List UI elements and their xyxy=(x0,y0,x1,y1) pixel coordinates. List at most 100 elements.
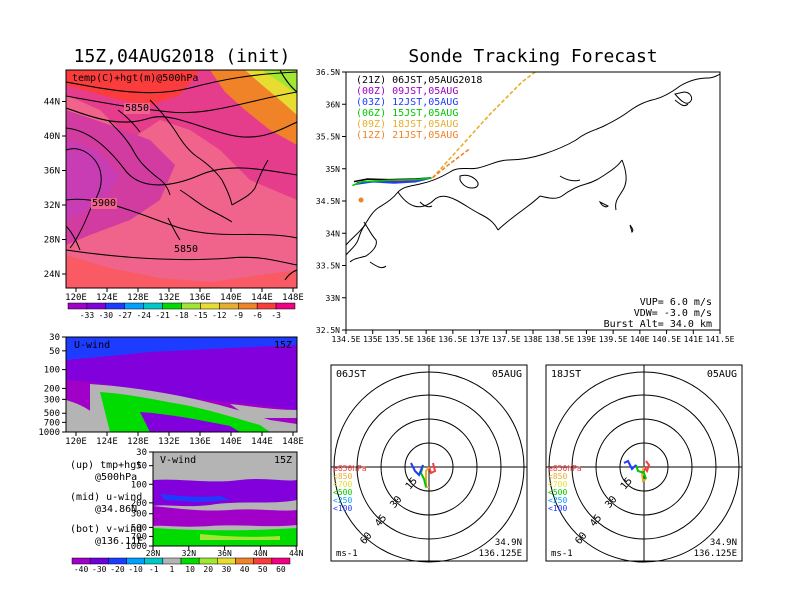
wind-colorbar-swatch xyxy=(71,557,91,565)
track-x-tick-label: 135.5E xyxy=(385,335,414,344)
wind-colorbar-swatch xyxy=(180,557,200,565)
legend-note-line2: @136.11E xyxy=(95,536,143,547)
map-x-tick-label: 140E xyxy=(220,293,242,303)
colorbar-tick-label: -9 xyxy=(233,311,243,320)
map-y-tick-label: 32N xyxy=(44,201,60,211)
map-x-tick-label: 120E xyxy=(65,293,87,303)
pressure-tick-label: 100 xyxy=(131,480,147,490)
pressure-tick-label: 300 xyxy=(131,510,147,520)
legend-note-line2: @34.86N xyxy=(95,504,137,515)
pressure-tick-label: 500 xyxy=(131,523,147,533)
hodograph-time: 06JST xyxy=(336,369,366,380)
vwind-x-tick-label: 32N xyxy=(182,549,197,558)
wind-colorbar-tick-label: -10 xyxy=(128,565,143,574)
hodograph-legend-entry: <500 xyxy=(333,488,352,497)
uwind-x-tick-label: 128E xyxy=(127,437,149,447)
hodograph-legend-entry: <100 xyxy=(548,504,567,513)
track-y-tick-label: 33N xyxy=(326,294,341,303)
colorbar-tick-label: -24 xyxy=(136,311,151,320)
track-x-tick-label: 136.5E xyxy=(438,335,467,344)
pressure-tick-label: 1000 xyxy=(125,542,147,552)
wind-colorbar-swatch xyxy=(198,557,218,565)
launch-legend-entry: (06Z) 15JST,05AUG xyxy=(356,108,458,119)
hodograph-legend-entry: ≥850hPa xyxy=(548,464,582,473)
hodograph-trace xyxy=(410,462,424,477)
map-x-tick-label: 132E xyxy=(158,293,180,303)
panel-legend-notes: (up) tmp+hgt@500hPa (mid) u-wind@34.86N (b… xyxy=(70,460,143,547)
hodograph-trace xyxy=(635,464,647,480)
hodograph-trace xyxy=(623,459,637,471)
hodograph-units: ms-1 xyxy=(336,549,358,559)
map-x-tick-label: 128E xyxy=(127,293,149,303)
track-y-tick-label: 35N xyxy=(326,165,341,174)
uwind-time: 15Z xyxy=(274,340,292,351)
hodograph-date: 05AUG xyxy=(707,369,737,380)
pressure-tick-label: 30 xyxy=(49,333,60,343)
colorbar-swatch xyxy=(219,302,239,310)
vwind-x-tick-label: 40N xyxy=(253,549,268,558)
track-y-tick-label: 34N xyxy=(326,229,341,238)
track-x-tick-label: 135E xyxy=(363,335,382,344)
wind-colorbar-swatch xyxy=(144,557,164,565)
wind-colorbar-swatch xyxy=(162,557,182,565)
map-frame xyxy=(65,69,298,289)
track-param: VUP= 6.0 m/s xyxy=(640,297,712,308)
pressure-tick-label: 200 xyxy=(44,384,60,394)
wind-colorbar-tick-label: 40 xyxy=(240,565,250,574)
map-x-tick-label: 148E xyxy=(282,293,304,303)
colorbar-tick-label: -15 xyxy=(193,311,208,320)
map-x-tick-label: 144E xyxy=(251,293,273,303)
track-x-tick-label: 139.5E xyxy=(599,335,628,344)
main-title: Sonde Tracking Forecast xyxy=(408,46,657,67)
wind-colorbar-tick-label: 50 xyxy=(258,565,268,574)
map-x-tick-label: 136E xyxy=(189,293,211,303)
vwind-time: 15Z xyxy=(274,455,292,466)
colorbar-tick-label: -18 xyxy=(174,311,189,320)
wind-colorbar-tick-label: -20 xyxy=(110,565,125,574)
uwind-x-ticks: 120E 124E 128E 132E 136E 140E 144E 148E xyxy=(65,432,304,447)
wind-colorbar-tick-label: 10 xyxy=(185,565,195,574)
launch-legend-entry: (12Z) 21JST,05AUG xyxy=(356,130,458,141)
hodograph-legend-entry: <250 xyxy=(333,496,352,505)
landing-point-marker xyxy=(358,197,364,203)
contour-label-bg xyxy=(91,198,117,209)
uwind-x-tick-label: 144E xyxy=(251,437,273,447)
launch-legend-entry: (09Z) 18JST,05AUG xyxy=(356,119,458,130)
hodograph-legend-entry: <500 xyxy=(548,488,567,497)
pressure-tick-label: 300 xyxy=(44,395,60,405)
track-map xyxy=(346,72,720,330)
track-y-ticks: 32.5N 33N 33.5N 34N 34.5N 35N 35.5N 36N 36.5N xyxy=(316,68,346,335)
track-x-tick-label: 136E xyxy=(417,335,436,344)
legend-note-line1: (bot) v-wind xyxy=(70,524,142,535)
wind-colorbar-swatch xyxy=(217,557,236,565)
track-x-tick-label: 139E xyxy=(577,335,596,344)
wind-colorbar-tick-label: 30 xyxy=(222,565,232,574)
colorbar-swatch xyxy=(105,302,126,310)
colorbar-tick-label: -33 xyxy=(80,311,95,320)
wind-colorbar-tick-label: 1 xyxy=(170,565,175,574)
map-y-tick-label: 44N xyxy=(44,98,60,108)
hodograph-legend-entry: ≥850hPa xyxy=(333,464,367,473)
map-x-tick-label: 124E xyxy=(96,293,118,303)
hodograph-trace xyxy=(428,462,437,475)
vwind-x-tick-label: 36N xyxy=(217,549,232,558)
hodograph-date: 05AUG xyxy=(492,369,522,380)
colorbar-swatch xyxy=(124,302,144,310)
contour-label: 5900 xyxy=(92,198,116,209)
wind-colorbar-tick-label: 20 xyxy=(203,565,213,574)
sonde-track-line xyxy=(432,148,470,179)
uwind-x-tick-label: 148E xyxy=(282,437,304,447)
pressure-tick-label: 1000 xyxy=(38,428,60,438)
track-x-tick-label: 140.5E xyxy=(652,335,681,344)
launch-legend-entry: (00Z) 09JST,05AUG xyxy=(356,86,458,97)
colorbar-swatch xyxy=(67,302,88,310)
legend-note-line1: (up) tmp+hgt xyxy=(70,460,142,471)
wind-colorbar-swatch xyxy=(108,557,127,565)
pressure-tick-label: 700 xyxy=(44,418,60,428)
track-param: Burst Alt= 34.0 km xyxy=(604,319,712,330)
contour-label-bg xyxy=(124,103,150,114)
wind-colorbar-swatch xyxy=(89,557,109,565)
